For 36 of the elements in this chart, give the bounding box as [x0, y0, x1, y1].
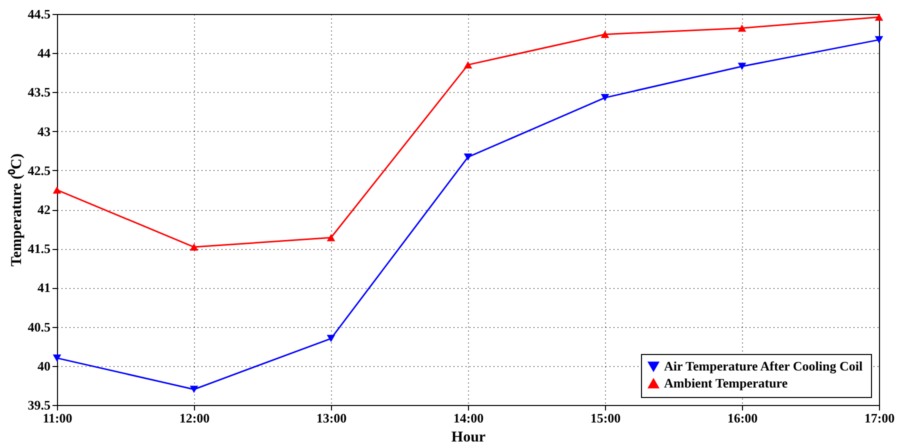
- point: [464, 61, 472, 68]
- x-tick-label: 16:00: [727, 410, 758, 426]
- y-tick-label: 40: [38, 358, 50, 374]
- y-tick-label: 41.5: [28, 241, 51, 256]
- point: [874, 14, 884, 21]
- y-tick-label: 42: [38, 202, 50, 217]
- x-tick-label: 14:00: [453, 410, 484, 426]
- y-tick-label: 44: [38, 46, 51, 61]
- point: [326, 334, 336, 342]
- y-tick-label: 43: [38, 124, 51, 139]
- point: [600, 30, 610, 38]
- y-tick-label: 43.5: [28, 84, 51, 100]
- y-tick-label: 40.5: [28, 319, 51, 334]
- legend-label: Ambient Temperature: [664, 376, 788, 390]
- y-tick-label: 44.5: [28, 6, 51, 22]
- x-tick-label: 17:00: [864, 410, 895, 426]
- y-axis-title: Temperature (⁰C): [6, 154, 25, 266]
- y-tick-label: 42.5: [28, 162, 51, 178]
- point: [326, 234, 336, 242]
- point: [190, 243, 198, 251]
- point: [464, 153, 472, 161]
- x-tick-label: 15:00: [590, 410, 621, 426]
- x-tick-label: 13:00: [316, 410, 347, 426]
- point: [52, 354, 62, 362]
- point: [738, 62, 746, 70]
- x-axis-title: Hour: [451, 430, 486, 446]
- y-tick-label: 41: [38, 280, 50, 296]
- legend-label: Air Temperature After Cooling Coil: [664, 358, 863, 374]
- x-tick-label: 11:00: [42, 410, 72, 426]
- y-tick-label: 39.5: [28, 398, 51, 412]
- point: [874, 36, 884, 44]
- point: [190, 386, 198, 393]
- point: [52, 186, 62, 194]
- point: [738, 24, 746, 32]
- point: [600, 94, 610, 102]
- x-tick-label: 12:00: [179, 410, 210, 426]
